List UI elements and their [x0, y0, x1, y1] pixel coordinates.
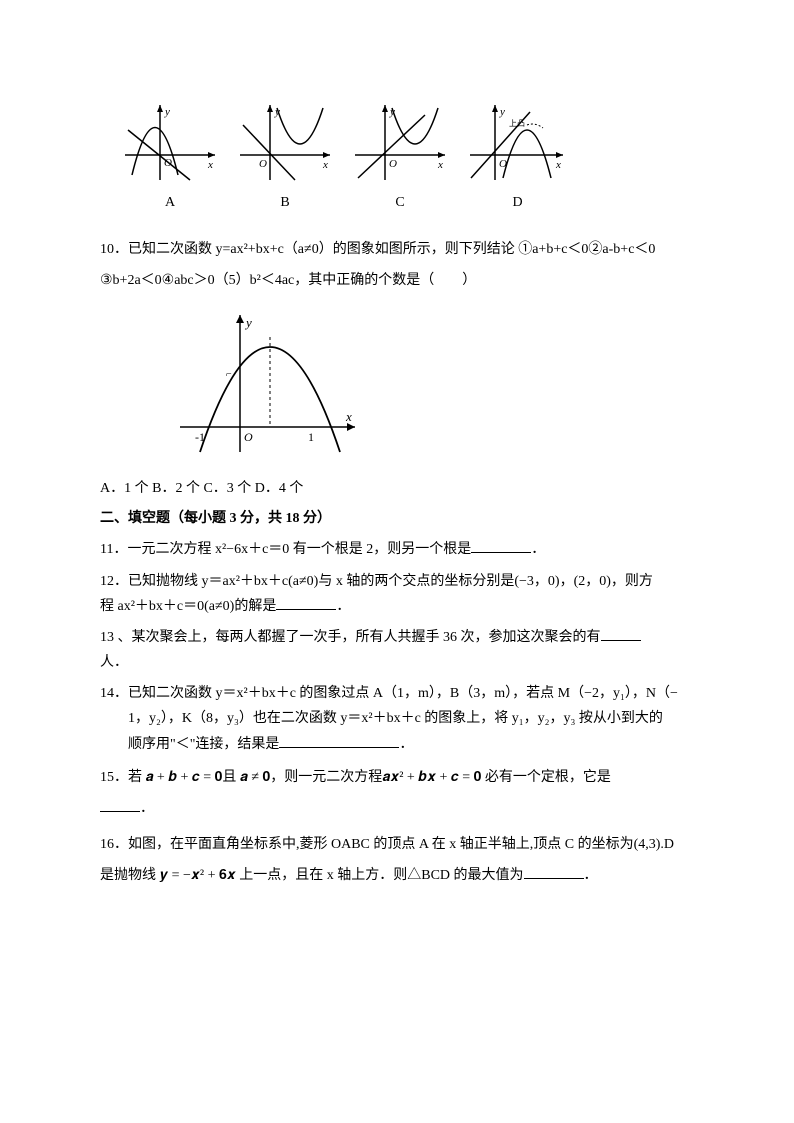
chart-label-a: A: [165, 190, 175, 215]
q11-text: 11．一元二次方程 x²−6x＋c＝0 有一个根是 2，则另一个根是: [100, 542, 471, 557]
q10-text: 10．已知二次函数 y=ax²+bx+c（a≠0）的图象如图所示，则下列结论 ①…: [100, 235, 694, 297]
q14-end: ．: [399, 737, 413, 752]
chart-svg-c: y x O: [350, 100, 450, 185]
q13-blank: [601, 626, 641, 641]
svg-text:x: x: [437, 159, 443, 171]
q12-b: 程 ax²＋bx＋c＝0(a≠0)的解是: [100, 599, 276, 614]
svg-text:O: O: [499, 158, 507, 170]
q16-blank: [524, 864, 584, 879]
q14-c: 顺序用"＜"连接，结果是: [100, 737, 279, 752]
q15-blank: [100, 797, 140, 812]
q11-end: ．: [531, 542, 545, 557]
q16-b: 是抛物线 𝒚 = −𝒙² + 𝟔𝒙 上一点，且在 x 轴上方．则△BCD 的最大…: [100, 868, 524, 883]
q12: 12．已知抛物线 y＝ax²＋bx＋c(a≠0)与 x 轴的两个交点的坐标分别是…: [100, 569, 694, 619]
q14: 14．已知二次函数 y＝x²＋bx＋c 的图象过点 A（1，m），B（3，m），…: [100, 681, 694, 757]
q14-blank: [279, 733, 399, 748]
svg-text:1: 1: [308, 430, 314, 444]
svg-text:⌐: ⌐: [226, 369, 232, 380]
chart-label-c: C: [395, 190, 404, 215]
chart-option-d: y x O 上凸 D: [465, 100, 570, 215]
q15-a: 15．若 𝒂 + 𝒃 + 𝒄 = 𝟎且 𝒂 ≠ 𝟎，则一元二次方程𝒂𝒙² + 𝒃…: [100, 770, 611, 785]
q12-end: ．: [336, 599, 350, 614]
q10-chart: y x O -1 1 ⌐: [160, 307, 694, 466]
svg-text:x: x: [322, 159, 328, 171]
q16-end: ．: [584, 868, 598, 883]
chart-option-b: y x O B: [235, 100, 335, 215]
svg-text:O: O: [244, 430, 253, 444]
q14-b: 1，y₂），K（8，y₃）也在二次函数 y＝x²＋bx＋c 的图象上，将 y₁，…: [100, 711, 663, 726]
chart-label-b: B: [280, 190, 289, 215]
chart-svg-b: y x O: [235, 100, 335, 185]
q12-a: 12．已知抛物线 y＝ax²＋bx＋c(a≠0)与 x 轴的两个交点的坐标分别是…: [100, 574, 653, 589]
q15-end: ．: [140, 801, 154, 816]
svg-text:上凸: 上凸: [509, 119, 525, 128]
chart-svg-d: y x O 上凸: [465, 100, 570, 185]
chart-svg-a: y x O: [120, 100, 220, 185]
svg-text:y: y: [389, 106, 395, 118]
q14-a: 14．已知二次函数 y＝x²＋bx＋c 的图象过点 A（1，m），B（3，m），…: [100, 686, 678, 701]
svg-text:O: O: [259, 158, 267, 170]
svg-text:y: y: [164, 106, 170, 118]
q13: 13 、某次聚会上，每两人都握了一次手，所有人共握手 36 次，参加这次聚会的有…: [100, 625, 694, 675]
svg-text:O: O: [164, 157, 172, 169]
q10-line2: ③b+2a＜0④abc＞0（5）b²＜4ac，其中正确的个数是（ ）: [100, 266, 694, 297]
section2-title: 二、填空题（每小题 3 分，共 18 分）: [100, 506, 694, 531]
answer-charts-row: y x O A y x O B: [120, 100, 694, 215]
q15: 15．若 𝒂 + 𝒃 + 𝒄 = 𝟎且 𝒂 ≠ 𝟎，则一元二次方程𝒂𝒙² + 𝒃…: [100, 763, 694, 825]
q13-a: 13 、某次聚会上，每两人都握了一次手，所有人共握手 36 次，参加这次聚会的有: [100, 630, 601, 645]
svg-text:x: x: [207, 159, 213, 171]
q10-svg: y x O -1 1 ⌐: [160, 307, 360, 457]
svg-text:x: x: [555, 159, 561, 171]
chart-option-c: y x O C: [350, 100, 450, 215]
q16: 16．如图，在平面直角坐标系中,菱形 OABC 的顶点 A 在 x 轴正半轴上,…: [100, 830, 694, 892]
svg-text:-1: -1: [195, 430, 205, 444]
svg-text:y: y: [244, 315, 252, 330]
q10-line1: 10．已知二次函数 y=ax²+bx+c（a≠0）的图象如图所示，则下列结论 ①…: [100, 235, 694, 266]
q16-a: 16．如图，在平面直角坐标系中,菱形 OABC 的顶点 A 在 x 轴正半轴上,…: [100, 837, 674, 852]
q12-blank: [276, 595, 336, 610]
chart-option-a: y x O A: [120, 100, 220, 215]
svg-text:O: O: [389, 158, 397, 170]
q10-answers: A．1 个 B．2 个 C．3 个 D．4 个: [100, 476, 694, 501]
q11: 11．一元二次方程 x²−6x＋c＝0 有一个根是 2，则另一个根是 ．: [100, 537, 694, 562]
svg-text:x: x: [345, 409, 352, 424]
q11-blank: [471, 538, 531, 553]
svg-text:y: y: [499, 106, 505, 118]
chart-label-d: D: [512, 190, 522, 215]
svg-text:y: y: [274, 106, 280, 118]
q13-b: 人．: [100, 655, 128, 670]
